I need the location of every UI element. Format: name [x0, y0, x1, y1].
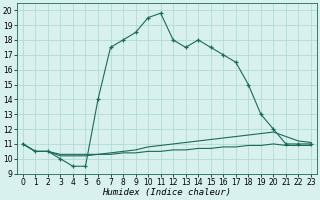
X-axis label: Humidex (Indice chaleur): Humidex (Indice chaleur): [102, 188, 231, 197]
